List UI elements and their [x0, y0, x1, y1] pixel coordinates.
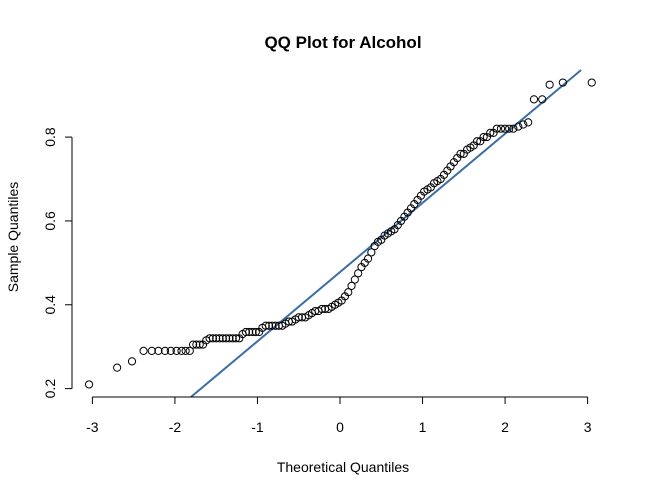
- chart-title: QQ Plot for Alcohol: [264, 33, 421, 52]
- data-point: [347, 281, 356, 291]
- data-point: [492, 124, 501, 133]
- data-point: [344, 288, 353, 297]
- data-point: [545, 80, 554, 89]
- data-point: [354, 269, 363, 278]
- data-point: [241, 327, 251, 337]
- data-point: [500, 124, 510, 133]
- x-tick-label: 2: [501, 419, 509, 435]
- x-axis: -3 -2 -1 0 1 2 3: [86, 396, 592, 435]
- data-point: [350, 275, 359, 284]
- data-point: [166, 346, 175, 355]
- data-point: [509, 124, 518, 133]
- x-tick-label: -1: [251, 419, 264, 435]
- data-point: [195, 340, 204, 349]
- data-point: [514, 122, 523, 131]
- data-point: [139, 346, 148, 355]
- data-point: [154, 346, 163, 355]
- x-tick-label: -2: [169, 419, 182, 435]
- data-point: [231, 334, 241, 343]
- data-point: [529, 95, 539, 104]
- data-point: [84, 380, 94, 389]
- data-point: [192, 340, 201, 349]
- data-point: [188, 340, 198, 349]
- x-tick-label: -3: [86, 419, 99, 435]
- data-point: [181, 346, 190, 355]
- x-tick-label: 3: [584, 419, 592, 435]
- data-point: [317, 304, 326, 314]
- y-tick-label: 0.4: [42, 295, 58, 315]
- data-point: [160, 346, 170, 355]
- data-point: [127, 357, 137, 366]
- data-point: [479, 132, 488, 142]
- data-point: [218, 334, 227, 343]
- data-point: [147, 346, 156, 355]
- data-point: [228, 334, 237, 343]
- data-point: [177, 346, 186, 355]
- reference-line: [190, 69, 582, 398]
- data-point: [367, 248, 376, 257]
- data-point: [215, 334, 224, 343]
- data-point: [496, 124, 506, 133]
- y-tick-label: 0.6: [42, 211, 58, 231]
- data-point: [271, 321, 280, 330]
- data-point: [248, 327, 257, 337]
- data-point: [205, 334, 214, 343]
- reference-line-layer: [190, 69, 582, 398]
- y-tick-label: 0.2: [42, 379, 58, 399]
- data-point: [225, 334, 234, 343]
- x-tick-label: 0: [336, 419, 344, 435]
- data-point: [264, 321, 274, 330]
- data-point: [261, 321, 270, 330]
- data-point: [472, 137, 482, 146]
- x-axis-label: Theoretical Quantiles: [277, 459, 409, 475]
- data-point: [538, 95, 547, 104]
- y-axis: 0.2 0.4 0.6 0.8: [42, 127, 73, 399]
- data-point: [208, 334, 217, 343]
- data-point: [245, 327, 254, 337]
- data-point: [113, 363, 122, 372]
- data-point: [363, 254, 373, 263]
- data-point: [221, 334, 231, 343]
- data-point: [294, 313, 303, 322]
- data-point: [172, 346, 181, 355]
- x-tick-label: 1: [419, 419, 427, 435]
- data-point: [587, 78, 596, 87]
- data-point: [251, 327, 260, 337]
- data-point: [212, 334, 221, 343]
- data-points-layer: [84, 78, 596, 389]
- data-point: [268, 321, 277, 330]
- data-point: [456, 149, 465, 158]
- data-point: [519, 120, 528, 129]
- y-axis-label: Sample Quantiles: [5, 182, 21, 293]
- y-tick-label: 0.8: [42, 127, 58, 147]
- data-point: [486, 128, 495, 137]
- data-point: [505, 124, 514, 133]
- data-point: [558, 78, 567, 87]
- data-point: [185, 346, 194, 355]
- data-point: [524, 118, 533, 127]
